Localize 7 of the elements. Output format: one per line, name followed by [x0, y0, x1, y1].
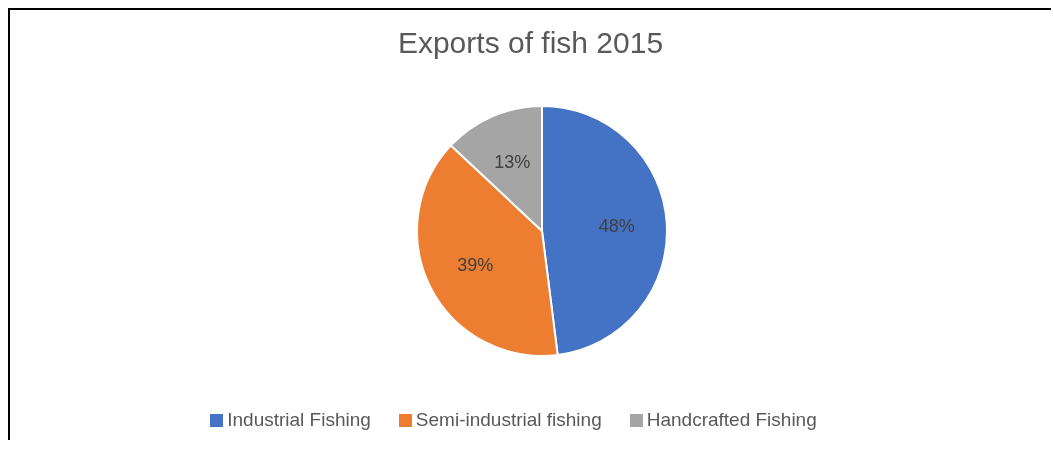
chart-title: Exports of fish 2015: [396, 25, 665, 61]
data-label: 13%: [494, 152, 531, 173]
legend-label: Handcrafted Fishing: [646, 409, 817, 430]
legend-label: Industrial Fishing: [227, 409, 371, 430]
data-label: 48%: [598, 216, 635, 237]
data-label: 39%: [457, 255, 494, 276]
legend-label: Semi-industrial fishing: [415, 409, 602, 430]
